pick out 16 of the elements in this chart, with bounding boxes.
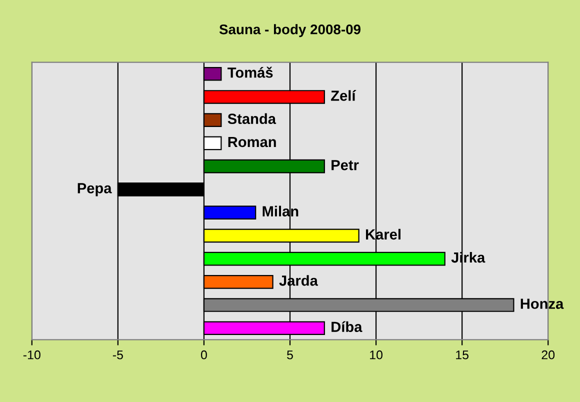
y-tick-label: Honza	[520, 298, 564, 309]
x-tick-label: 20	[542, 350, 555, 360]
y-tick-label: Tomáš	[228, 66, 273, 78]
x-tick-label: -5	[112, 350, 123, 360]
y-tick-label: Zelí	[331, 90, 356, 101]
x-tick-label: 10	[370, 350, 382, 360]
y-tick-label: Roman	[228, 136, 276, 148]
y-tick-label: Díba	[332, 321, 362, 332]
chart-title: Sauna - body 2008-09	[219, 24, 361, 38]
y-tick-label: Pepa	[78, 183, 112, 196]
y-tick-label: Petr	[332, 160, 359, 170]
x-tick-label: 15	[456, 350, 468, 360]
y-tick-label: Standa	[228, 113, 276, 124]
x-tick-label: -10	[23, 350, 40, 360]
x-tick-label: 5	[287, 350, 293, 360]
x-tick-label: 0	[200, 350, 207, 360]
